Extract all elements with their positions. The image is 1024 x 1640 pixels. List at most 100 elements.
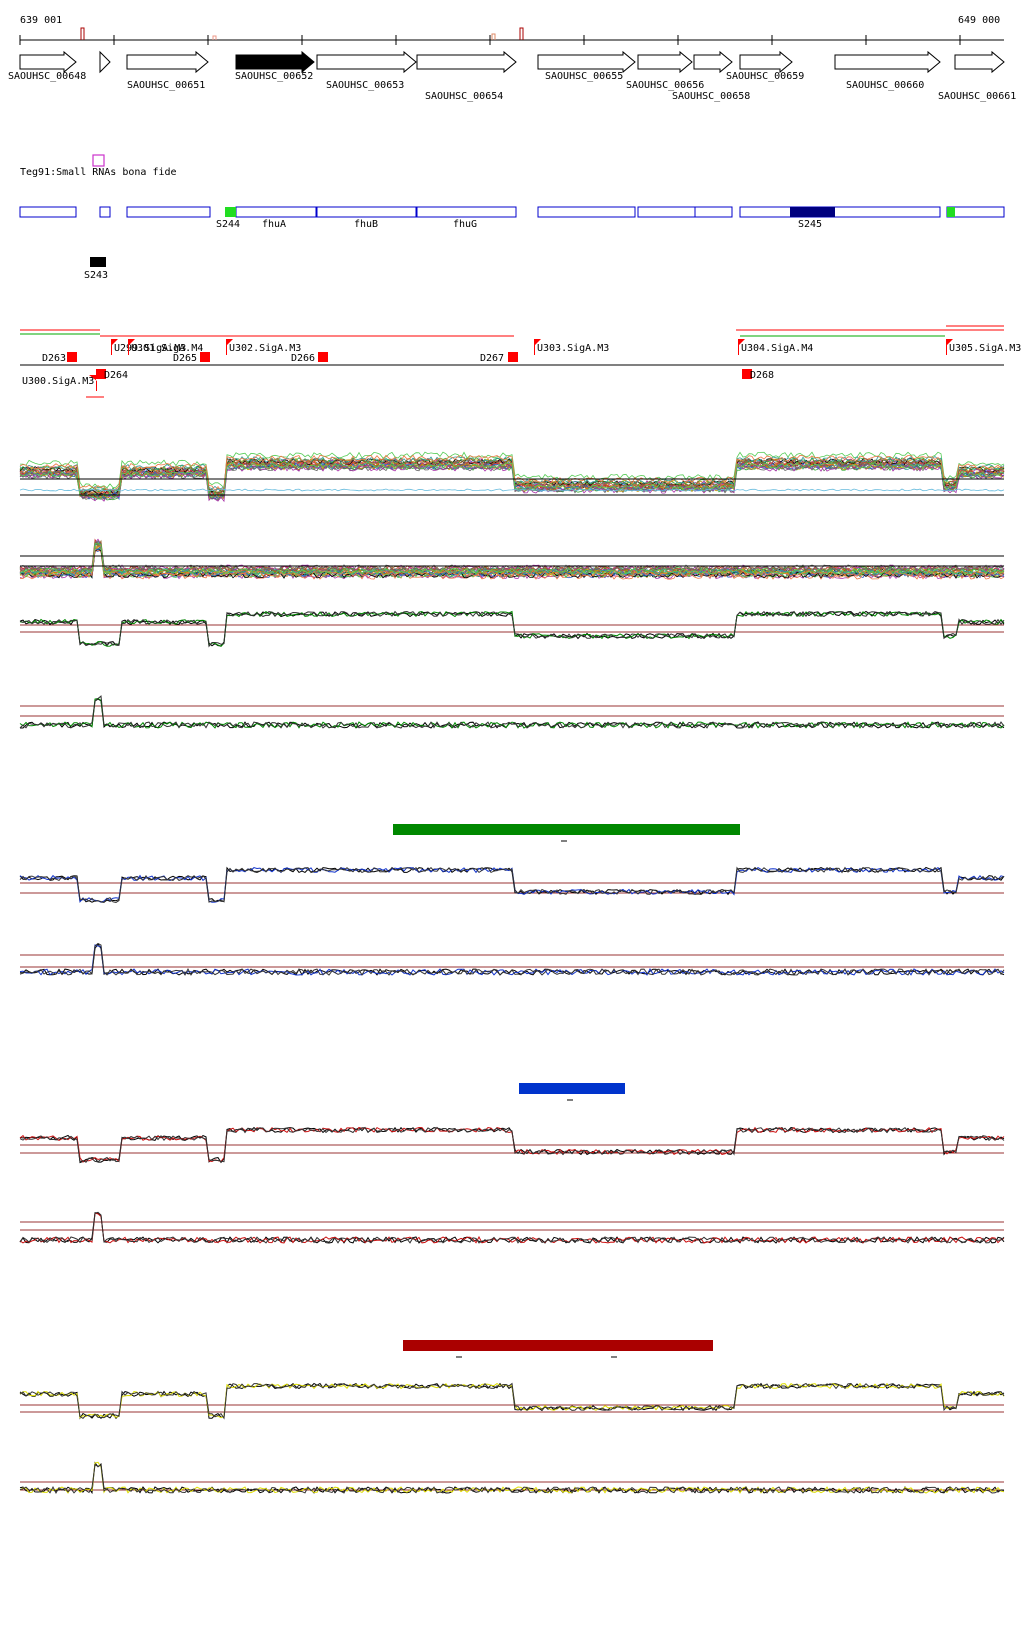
gene-label: SAOUHSC_00654 (425, 91, 503, 102)
srna-s245-label: S245 (798, 219, 822, 230)
promoter-flag (128, 339, 135, 355)
promoter-label: U299.SigA.M3 (114, 343, 186, 354)
forward-trace (19, 866, 1005, 903)
expression-cluster-reverse (19, 538, 1005, 580)
terminator-d267[interactable]: D267 (480, 352, 518, 364)
promoter-u300-siga-m3[interactable]: U300.SigA.M3 (22, 375, 97, 391)
promoter-u302-siga-m3[interactable]: U302.SigA.M3 (226, 339, 301, 355)
ruler-peak (491, 33, 496, 40)
gene-symbol-fhub: fhuB (354, 219, 378, 230)
terminator-label: D267 (480, 353, 504, 364)
ruler-peak (212, 35, 217, 40)
ruler-peak (519, 27, 524, 40)
annotation-box[interactable] (946, 206, 1005, 218)
promoter-label: U305.SigA.M3 (949, 343, 1021, 354)
expression-trace (20, 451, 1005, 489)
terminator-d264[interactable]: D264 (96, 369, 128, 381)
srna-box[interactable] (947, 207, 955, 217)
coordinate-ruler: 639 001 649 000 (19, 15, 1004, 45)
condition-bars (393, 824, 740, 1358)
reverse-trace (19, 695, 1005, 729)
expression-tracks (19, 451, 1005, 1495)
annotation-box[interactable] (537, 206, 636, 218)
gene-saouhsc_00660[interactable]: SAOUHSC_00660 (834, 50, 941, 91)
promoter-u303-siga-m3[interactable]: U303.SigA.M3 (534, 339, 609, 355)
gene-label: SAOUHSC_00653 (326, 80, 404, 91)
expression-trace (19, 461, 1005, 499)
condition-bar-2[interactable] (519, 1083, 625, 1101)
promoter-u304-siga-m4[interactable]: U304.SigA.M4 (738, 339, 813, 355)
forward-trace (19, 1382, 1005, 1420)
gene-saouhsc_00652[interactable]: SAOUHSC_00652 (235, 50, 315, 82)
promoter-flag (89, 375, 97, 391)
teg91-marker[interactable] (92, 154, 105, 167)
expression-trace (19, 540, 1005, 572)
condition-track-2 (19, 866, 1005, 976)
terminator-d266[interactable]: D266 (291, 352, 328, 364)
annotation-box[interactable] (694, 206, 733, 218)
annotation-box[interactable] (739, 206, 941, 218)
gene-saouhsc_00655[interactable]: SAOUHSC_00655 (537, 50, 636, 82)
gene-label: SAOUHSC_00661 (938, 91, 1016, 102)
gene-symbol-fhua: fhuA (262, 219, 286, 230)
promoter-u305-siga-m3[interactable]: U305.SigA.M3 (946, 339, 1021, 355)
reverse-trace (19, 1464, 1005, 1495)
coordinate-end: 649 000 (958, 15, 1000, 26)
gene-arrow (637, 50, 693, 74)
condition-bar-fill (519, 1083, 625, 1094)
terminator-d263[interactable]: D263 (42, 352, 77, 364)
gene-saouhsc_00654[interactable]: SAOUHSC_00654 (416, 50, 517, 102)
promoter-label: U300.SigA.M3 (22, 376, 94, 387)
terminator-d268[interactable]: D268 (742, 369, 774, 381)
annotation-box[interactable] (19, 206, 77, 218)
gene-label: SAOUHSC_00659 (726, 71, 804, 82)
gene-arrow (834, 50, 941, 74)
gene-arrow (739, 50, 793, 74)
gene-saouhsc_00658[interactable]: SAOUHSC_00658 (672, 50, 750, 102)
promoter-label: U301.SigA.M4 (131, 343, 203, 354)
forward-trace (19, 1382, 1005, 1419)
gene-track: SAOUHSC_00648 SAOUHSC_00651 SAOUHSC_00652 S… (8, 50, 1016, 102)
terminator-label: D266 (291, 353, 315, 364)
gene-arrow (235, 50, 315, 74)
reverse-trace (19, 1211, 1005, 1244)
gene-saouhsc_00648[interactable]: SAOUHSC_00648 (8, 50, 86, 82)
gene-saouhsc_00653[interactable]: SAOUHSC_00653 (316, 50, 417, 91)
annotation-box[interactable] (316, 206, 417, 218)
gene-arrow (19, 50, 77, 74)
annotation-box[interactable] (235, 206, 317, 218)
terminator-d265[interactable]: D265 (173, 352, 210, 364)
annotation-box[interactable] (126, 206, 211, 218)
srna-s245-box[interactable] (790, 207, 835, 217)
expression-trace (19, 538, 1005, 572)
gene-saouhsc_00661[interactable]: SAOUHSC_00661 (938, 50, 1016, 102)
reverse-trace (19, 1461, 1005, 1494)
gene-saouhsc_00656[interactable]: SAOUHSC_00656 (626, 50, 704, 91)
promoter-u299-siga-m3[interactable]: U299.SigA.M3 (111, 339, 186, 355)
annotation-box[interactable] (99, 206, 111, 218)
promoter-flag (946, 339, 953, 355)
condition-bar-1[interactable] (393, 824, 740, 842)
expression-trace (19, 543, 1005, 575)
gene-unnamed[interactable] (99, 50, 111, 74)
gene-saouhsc_00659[interactable]: SAOUHSC_00659 (726, 50, 804, 82)
terminator-label: D268 (750, 370, 774, 381)
expression-cluster-forward (19, 451, 1005, 503)
srna-s244-box[interactable] (225, 207, 236, 217)
gene-arrow (537, 50, 636, 74)
gene-saouhsc_00651[interactable]: SAOUHSC_00651 (126, 50, 209, 91)
condition-bar-3[interactable] (403, 1340, 713, 1358)
promoter-u301-siga-m4[interactable]: U301.SigA.M4 (128, 339, 203, 355)
forward-trace (19, 1126, 1005, 1163)
gene-label: SAOUHSC_00648 (8, 71, 86, 82)
annotation-box[interactable] (416, 206, 517, 218)
gene-arrow (693, 50, 733, 74)
terminator-label: D263 (42, 353, 66, 364)
gene-label: SAOUHSC_00656 (626, 80, 704, 91)
srna-s243-box[interactable] (90, 257, 106, 267)
annotation-box[interactable] (637, 206, 696, 218)
gene-symbol-fhug: fhuG (453, 219, 477, 230)
condition-track-4 (19, 1382, 1005, 1495)
forward-trace (19, 866, 1005, 904)
gene-label: SAOUHSC_00651 (127, 80, 205, 91)
